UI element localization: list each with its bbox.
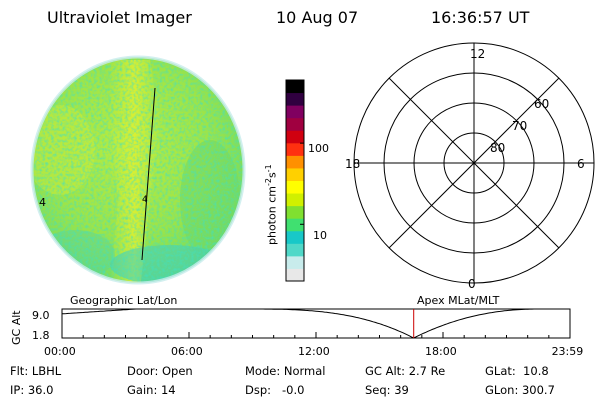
observation-time: 16:36:57 UT: [431, 8, 530, 27]
colorbar-segment: [286, 155, 304, 169]
colorbar-segment: [286, 243, 304, 257]
timeline-x-tick-label: 12:00: [298, 345, 330, 358]
polar-diagonal-2: [388, 77, 560, 249]
glat-info: GLat: 10.8: [485, 364, 549, 378]
colorbar-segment: [286, 193, 304, 207]
terminator-line: [141, 87, 156, 261]
mlt-label-12: 12: [470, 47, 486, 61]
timeline-right-title: Apex MLat/MLT: [417, 294, 500, 307]
colorbar-segment: [286, 205, 304, 219]
gain-info: Gain: 14: [127, 383, 176, 397]
colorbar-segment: [286, 130, 304, 144]
colorbar-tick-label-10: 10: [313, 229, 327, 242]
colorbar-segment: [286, 105, 304, 119]
image-marker-center: 4: [142, 195, 148, 205]
seq-info: Seq: 39: [365, 383, 409, 397]
colorbar-segment: [286, 92, 304, 106]
glon-info: GLon: 300.7: [485, 383, 555, 397]
colorbar-tick-label-100: 100: [308, 142, 329, 155]
mlat-label-70: 70: [512, 119, 528, 133]
mode-info: Mode: Normal: [245, 364, 326, 378]
mlat-label-60: 60: [534, 97, 550, 111]
mlt-label-0: 0: [468, 277, 476, 291]
dsp-info: Dsp: -0.0: [245, 383, 305, 397]
colorbar-segment: [286, 230, 304, 244]
timeline-x-tick-label: 23:59: [551, 345, 584, 358]
mlt-label-18: 18: [345, 157, 361, 171]
observation-date: 10 Aug 07: [276, 8, 359, 27]
timeline-y-max-label: 9.0: [32, 309, 50, 322]
timeline-x-tick-label: 06:00: [171, 345, 203, 358]
timeline-left-title: Geographic Lat/Lon: [70, 294, 178, 307]
earth-disk: [30, 55, 246, 285]
timeline-x-tick-label: 18:00: [425, 345, 457, 358]
colorbar-segment: [286, 142, 304, 156]
instrument-title: Ultraviolet Imager: [47, 8, 192, 27]
door-info: Door: Open: [127, 364, 193, 378]
colorbar-segment: [286, 268, 304, 282]
colorbar-segment: [286, 167, 304, 181]
ip-info: IP: 36.0: [10, 383, 54, 397]
altitude-curve: [61, 308, 568, 339]
mlt-label-6: 6: [577, 157, 585, 171]
colorbar-segment: [286, 180, 304, 194]
colorbar-segment: [286, 80, 304, 94]
colorbar-segment: [286, 218, 304, 232]
colorbar-segment: [286, 255, 304, 269]
mlat-label-80: 80: [490, 141, 506, 155]
timeline-x-tick-label: 00:00: [44, 345, 76, 358]
colorbar-segment: [286, 117, 304, 131]
image-marker-left: 4: [39, 196, 46, 209]
timeline-y-min-label: 1.8: [32, 329, 50, 342]
filter-info: Flt: LBHL: [10, 364, 62, 378]
gc-alt-info: GC Alt: 2.7 Re: [365, 364, 446, 378]
